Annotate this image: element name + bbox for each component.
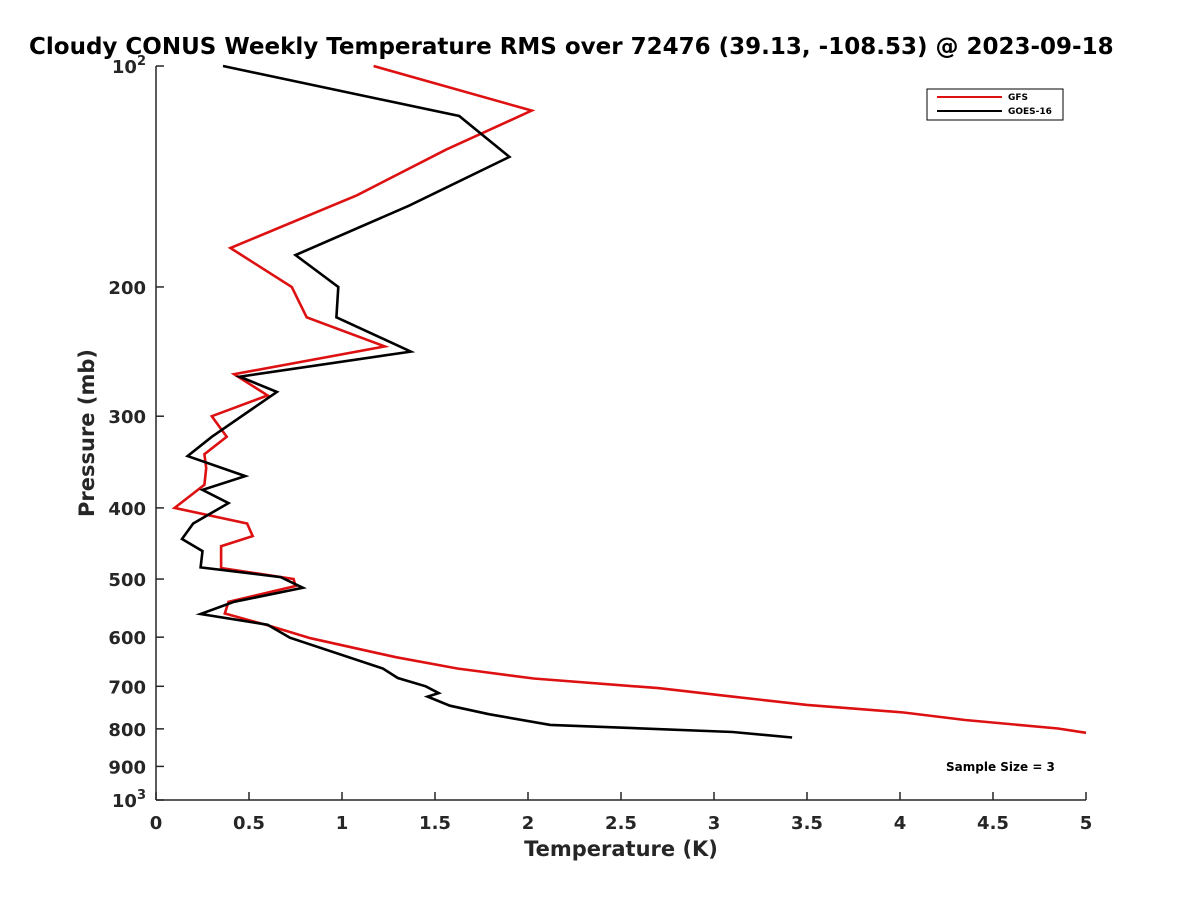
y-tick-label: 102 <box>112 54 146 78</box>
y-tick-label: 600 <box>108 628 146 649</box>
y-tick-label: 400 <box>108 499 146 520</box>
x-tick-label: 4 <box>894 813 907 834</box>
x-tick-label: 4.5 <box>977 813 1009 834</box>
series-layer <box>171 64 1087 739</box>
y-tick-label: 300 <box>108 407 146 428</box>
legend-entry-gfs: GFS <box>1008 93 1028 103</box>
y-tick-label: 900 <box>108 757 146 778</box>
x-tick-label: 2 <box>522 813 535 834</box>
x-tick-label: 1 <box>336 813 349 834</box>
chart-title: Cloudy CONUS Weekly Temperature RMS over… <box>29 34 1114 60</box>
x-tick-label: 3 <box>708 813 721 834</box>
y-tick-label: 700 <box>108 677 146 698</box>
series-line-gfs <box>171 64 1087 735</box>
x-tick-label: 2.5 <box>605 813 637 834</box>
y-axis-label: Pressure (mb) <box>75 349 99 517</box>
sample-size-annotation: Sample Size = 3 <box>946 760 1055 774</box>
series-line-goes16 <box>180 64 793 739</box>
x-tick-label: 5 <box>1080 813 1093 834</box>
y-tick-label: 200 <box>108 278 146 299</box>
x-axis-label: Temperature (K) <box>524 837 718 861</box>
x-tick-label: 3.5 <box>791 813 823 834</box>
x-tick-label: 0 <box>150 813 163 834</box>
legend-entry-goes16: GOES-16 <box>1008 107 1052 117</box>
y-tick-label: 800 <box>108 720 146 741</box>
legend: GFS GOES-16 <box>926 88 1064 121</box>
x-tick-label: 0.5 <box>233 813 265 834</box>
legend-box <box>926 88 1064 121</box>
y-tick-label: 500 <box>108 570 146 591</box>
y-tick-label: 103 <box>112 788 146 812</box>
y-ticks: 102 200 300 400 500 600 700 800 900 103 <box>108 54 164 812</box>
plot-area: 0 0.5 1 1.5 2 2.5 3 3.5 4 4.5 5 102 200 300 400 500 600… <box>108 54 1092 834</box>
x-ticks: 0 0.5 1 1.5 2 2.5 3 3.5 4 4.5 5 <box>150 792 1093 834</box>
x-tick-label: 1.5 <box>419 813 451 834</box>
